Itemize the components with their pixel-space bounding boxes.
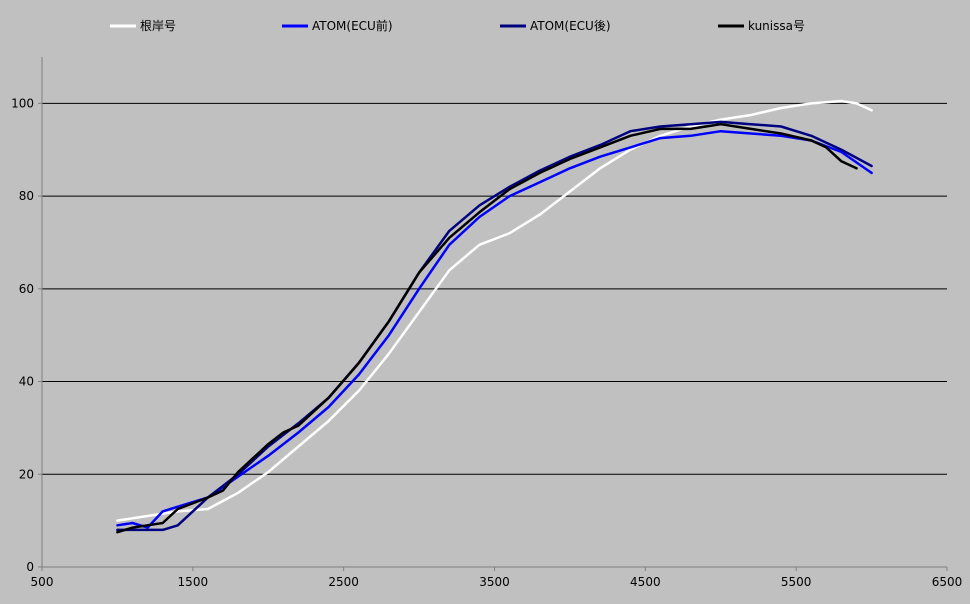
series-line-2: [116, 120, 873, 532]
legend-label-2: ATOM(ECU後): [530, 19, 611, 33]
y-tick-labels: 0 20 40 60 80 100: [11, 96, 34, 574]
series-lines: [116, 99, 873, 534]
y-tick-label: 60: [19, 282, 34, 296]
legend-label-3: kunissa号: [748, 19, 805, 33]
series-line-1: [116, 129, 873, 529]
axes: [38, 57, 948, 571]
y-tick-label: 40: [19, 375, 34, 389]
series-line-3: [116, 122, 858, 534]
x-tick-label: 4500: [630, 575, 661, 589]
x-tick-label: 6500: [932, 575, 963, 589]
x-tick-label: 1500: [178, 575, 209, 589]
gridlines: [42, 102, 947, 475]
x-tick-label: 5500: [781, 575, 812, 589]
y-tick-label: 0: [26, 560, 34, 574]
legend: 根岸号 ATOM(ECU前) ATOM(ECU後) kunissa号: [110, 18, 805, 33]
x-tick-label: 2500: [328, 575, 359, 589]
legend-label-0: 根岸号: [140, 19, 176, 33]
x-tick-labels: 500 1500 2500 3500 4500 5500 6500: [31, 575, 963, 589]
x-tick-label: 3500: [479, 575, 510, 589]
y-tick-label: 80: [19, 189, 34, 203]
x-tick-label: 500: [31, 575, 54, 589]
y-tick-label: 100: [11, 96, 34, 110]
legend-label-1: ATOM(ECU前): [312, 18, 393, 33]
series-line-0: [116, 99, 873, 522]
y-tick-label: 20: [19, 467, 34, 481]
